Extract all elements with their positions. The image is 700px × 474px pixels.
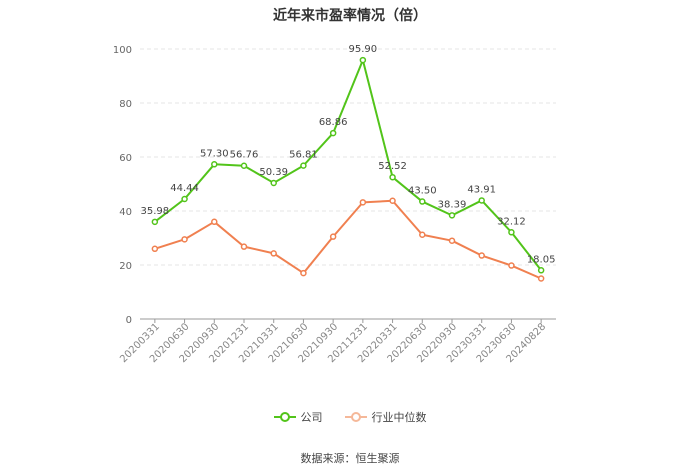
data-label: 50.39: [259, 167, 288, 178]
data-point: [270, 179, 277, 187]
data-point: [359, 199, 367, 206]
data-point: [508, 262, 515, 269]
y-tick-label: 0: [126, 315, 132, 326]
series-line-company: [154, 59, 542, 271]
data-point: [181, 236, 188, 243]
y-axis: 0 20 40 60 80 100: [113, 45, 132, 326]
y-tick-label: 60: [119, 153, 132, 164]
data-label: 43.91: [467, 184, 496, 195]
data-point: [240, 243, 248, 250]
data-label: 35.98: [141, 206, 170, 217]
y-tick-label: 20: [119, 261, 132, 272]
data-point: [419, 198, 426, 205]
data-point: [300, 162, 307, 169]
data-point: [151, 218, 159, 226]
x-axis: 2020033120200630202009302020123120210331…: [118, 318, 556, 365]
data-point: [478, 252, 485, 259]
data-label: 52.52: [378, 161, 407, 172]
data-point: [448, 212, 456, 219]
y-tick-label: 100: [113, 45, 132, 56]
data-label: 56.81: [289, 150, 318, 161]
data-label: 32.12: [497, 216, 526, 227]
data-point: [359, 56, 367, 64]
data-point: [419, 231, 426, 239]
chart-title: 近年来市盈率情况（倍）: [273, 8, 427, 24]
data-point: [329, 129, 337, 137]
data-point: [389, 197, 396, 204]
data-point: [537, 267, 545, 274]
data-point: [240, 162, 248, 169]
data-point: [508, 229, 515, 236]
y-tick-label: 40: [119, 207, 132, 218]
data-label: 68.86: [319, 117, 348, 128]
legend-item-company[interactable]: 公司: [273, 409, 323, 425]
legend-swatch-industry-median: [344, 412, 367, 422]
data-label: 38.39: [438, 199, 467, 210]
data-point: [211, 218, 218, 226]
data-point: [537, 275, 545, 282]
data-label: 57.30: [200, 148, 229, 159]
legend: 公司 行业中位数: [0, 409, 700, 425]
legend-item-industry-median[interactable]: 行业中位数: [344, 409, 427, 425]
grid-lines: [140, 48, 556, 266]
data-point: [389, 173, 396, 181]
data-point: [300, 269, 307, 277]
data-label: 56.76: [230, 150, 259, 161]
data-point: [329, 233, 337, 240]
data-point: [270, 250, 277, 257]
data-label: 95.90: [349, 44, 378, 55]
data-point: [448, 237, 456, 244]
y-tick-label: 80: [119, 99, 132, 110]
data-label: 18.05: [527, 254, 556, 265]
legend-label-industry-median: 行业中位数: [371, 411, 427, 424]
data-point: [478, 197, 485, 204]
series-layer: [151, 56, 545, 282]
series-line-industry-median: [154, 199, 542, 280]
legend-label-company: 公司: [300, 411, 323, 424]
data-point: [151, 245, 159, 253]
data-point: [181, 195, 188, 203]
data-label: 44.44: [170, 183, 199, 194]
data-point: [211, 161, 218, 168]
data-label: 43.50: [408, 186, 437, 197]
data-source: 数据来源：恒生聚源: [300, 452, 400, 465]
legend-swatch-company: [273, 412, 296, 422]
